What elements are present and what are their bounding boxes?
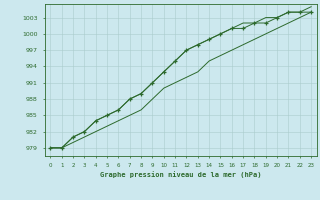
X-axis label: Graphe pression niveau de la mer (hPa): Graphe pression niveau de la mer (hPa): [100, 171, 261, 178]
